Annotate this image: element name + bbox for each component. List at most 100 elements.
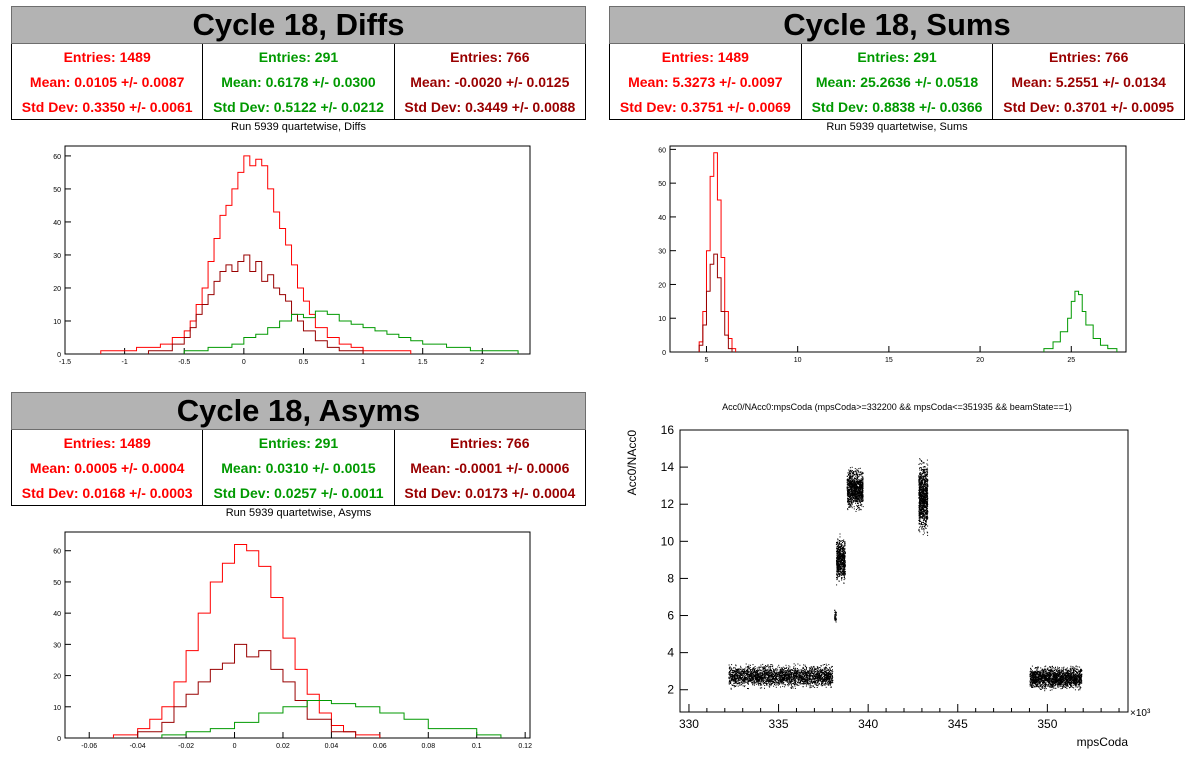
scatter-point: [842, 565, 844, 567]
scatter-point: [791, 676, 793, 678]
scatter-point: [843, 566, 845, 568]
scatter-point: [731, 677, 733, 679]
scatter-point: [858, 489, 860, 491]
scatter-point: [836, 548, 838, 550]
scatter-point: [782, 685, 784, 687]
scatter-point: [860, 488, 862, 490]
scatter-point: [785, 668, 787, 669]
scatter-point: [853, 471, 855, 472]
scatter-point: [793, 674, 795, 675]
scatter-point: [816, 677, 818, 679]
scatter-point: [850, 503, 852, 505]
scatter-point: [756, 681, 758, 683]
scatter-point: [747, 671, 749, 672]
scatter-point: [829, 667, 830, 669]
scatter-point: [859, 484, 861, 486]
scatter-point: [752, 684, 754, 686]
scatter-point: [801, 683, 803, 685]
scatter-point: [796, 675, 798, 677]
scatter-point: [771, 673, 773, 675]
std-label: Std Dev: 0.0257 +/- 0.0011: [213, 484, 384, 501]
stats-col-green: Entries: 291 Mean: 25.2636 +/- 0.0518 St…: [802, 44, 994, 119]
scatter-point: [838, 540, 840, 542]
scatter-point: [820, 679, 821, 681]
scatter-point: [747, 666, 748, 668]
scatter-point: [809, 681, 811, 683]
scatter-point: [826, 668, 828, 669]
scatter-point: [802, 678, 803, 680]
scatter-point: [781, 667, 783, 669]
scatter-point: [825, 666, 827, 668]
scatter-point: [732, 670, 733, 671]
scatter-point: [838, 569, 840, 571]
scatter-point: [923, 510, 925, 512]
scatter-point: [828, 669, 829, 671]
scatter-point: [823, 680, 825, 681]
scatter-point: [843, 541, 844, 543]
scatter-point: [839, 553, 841, 554]
scatter-point: [803, 674, 805, 675]
scatter-point: [834, 618, 836, 620]
scatter-point: [842, 570, 844, 572]
scatter-point: [811, 680, 813, 682]
scatter-point: [820, 681, 822, 683]
scatter-point: [731, 664, 733, 666]
scatter-point: [860, 478, 862, 480]
scatter-point: [836, 563, 838, 565]
scatter-point: [795, 683, 797, 685]
scatter-point: [860, 474, 862, 476]
scatter-point: [782, 671, 784, 673]
scatter-point: [766, 670, 768, 672]
scatter-point: [789, 670, 791, 672]
scatter-point: [729, 679, 731, 681]
scatter-point: [853, 484, 855, 486]
scatter-point: [759, 672, 761, 673]
scatter-point: [837, 556, 839, 558]
scatter-point: [806, 675, 808, 677]
scatter-point: [745, 672, 747, 674]
scatter-point: [851, 488, 853, 490]
scatter-point: [821, 670, 823, 672]
scatter-point: [803, 679, 805, 680]
scatter-point: [856, 481, 858, 483]
scatter-point: [838, 573, 840, 574]
scatter-point: [766, 673, 768, 675]
stats-col-red: Entries: 1489 Mean: 0.0005 +/- 0.0004 St…: [12, 430, 204, 505]
scatter-point: [840, 551, 842, 553]
scatter-point: [803, 677, 805, 678]
scatter-point: [779, 675, 781, 677]
scatter-point: [857, 489, 859, 491]
scatter-point: [744, 678, 746, 680]
scatter-point: [775, 676, 777, 677]
scatter-point: [851, 501, 853, 503]
scatter-point: [839, 563, 841, 565]
scatter-point: [801, 678, 803, 680]
scatter-point: [730, 679, 732, 681]
scatter-point: [839, 561, 841, 563]
scatter-point: [857, 491, 859, 493]
scatter-point: [736, 671, 738, 673]
scatter-point: [802, 674, 804, 676]
x-tick-label: 2: [480, 359, 484, 366]
scatter-point: [801, 671, 803, 673]
scatter-point: [825, 667, 826, 669]
scatter-point: [851, 481, 853, 483]
mean-label: Mean: -0.0001 +/- 0.0006: [410, 459, 570, 476]
scatter-point: [816, 682, 818, 684]
scatter-point: [759, 666, 761, 668]
scatter-point: [751, 670, 752, 672]
scatter-point: [790, 687, 792, 689]
scatter-point: [790, 676, 792, 678]
scatter-point: [764, 680, 766, 682]
scatter-point: [841, 578, 843, 580]
scatter-point: [857, 497, 859, 499]
scatter-point: [843, 555, 845, 557]
scatter-point: [857, 486, 859, 488]
scatter-point: [736, 669, 738, 670]
scatter-point: [818, 683, 820, 685]
scatter-point: [815, 676, 817, 678]
scatter-point: [740, 671, 742, 673]
scatter-point: [844, 552, 846, 553]
scatter-point: [843, 543, 845, 545]
scatter-point: [768, 679, 770, 681]
